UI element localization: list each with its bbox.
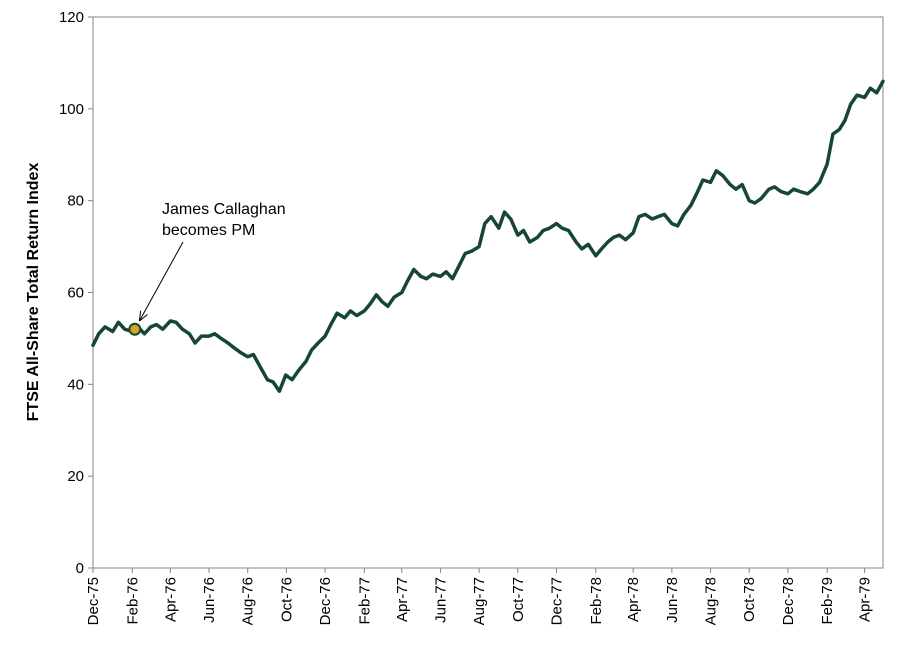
x-tick-label: Apr-77 bbox=[394, 577, 411, 622]
plot-border bbox=[92, 16, 884, 569]
x-tick-label: Dec-78 bbox=[780, 577, 797, 625]
annotation-marker bbox=[128, 322, 142, 336]
x-tick-label: Jun-76 bbox=[201, 577, 218, 623]
y-tick-label: 0 bbox=[76, 560, 84, 577]
x-tick-label: Oct-76 bbox=[278, 577, 295, 622]
x-tick-label: Dec-76 bbox=[317, 577, 334, 625]
x-tick-label: Jun-78 bbox=[664, 577, 681, 623]
annotation-arrow bbox=[140, 241, 184, 320]
y-tick-label: 60 bbox=[67, 285, 84, 302]
x-tick-label: Jun-77 bbox=[432, 577, 449, 623]
x-tick-label: Oct-77 bbox=[510, 577, 527, 622]
plot-frame bbox=[92, 16, 884, 569]
annotation-layer: James Callaghan becomes PM bbox=[128, 201, 286, 336]
x-tick-label: Aug-76 bbox=[240, 577, 257, 625]
x-tick-label: Apr-79 bbox=[857, 577, 874, 622]
annotation-label: James Callaghan bbox=[162, 201, 286, 218]
x-tick-label: Feb-79 bbox=[819, 577, 836, 625]
x-tick-label: Aug-78 bbox=[703, 577, 720, 625]
x-tick-label: Oct-78 bbox=[741, 577, 758, 622]
y-tick-label: 120 bbox=[59, 9, 84, 26]
y-axis: 0 20 40 60 80 100 120 bbox=[59, 9, 93, 577]
x-tick-label: Feb-76 bbox=[124, 577, 141, 625]
y-tick-label: 40 bbox=[67, 376, 84, 393]
series-layer bbox=[91, 79, 885, 393]
x-tick-label: Dec-75 bbox=[85, 577, 102, 625]
annotation-label: becomes PM bbox=[162, 222, 255, 239]
x-tick-label: Dec-77 bbox=[548, 577, 565, 625]
x-tick-label: Aug-77 bbox=[471, 577, 488, 625]
x-tick-label: Feb-77 bbox=[356, 577, 373, 625]
x-tick-label: Apr-78 bbox=[625, 577, 642, 622]
y-axis-title: FTSE All-Share Total Return Index bbox=[25, 163, 42, 422]
y-tick-label: 80 bbox=[67, 193, 84, 210]
x-tick-label: Apr-76 bbox=[162, 577, 179, 622]
x-tick-label: Feb-78 bbox=[588, 577, 605, 625]
x-axis: Dec-75 Feb-76 Apr-76 Jun-76 Aug-76 Oct-76 Dec-… bbox=[85, 568, 874, 625]
y-tick-label: 100 bbox=[59, 101, 84, 118]
y-tick-label: 20 bbox=[67, 468, 84, 485]
series-line bbox=[91, 79, 885, 393]
